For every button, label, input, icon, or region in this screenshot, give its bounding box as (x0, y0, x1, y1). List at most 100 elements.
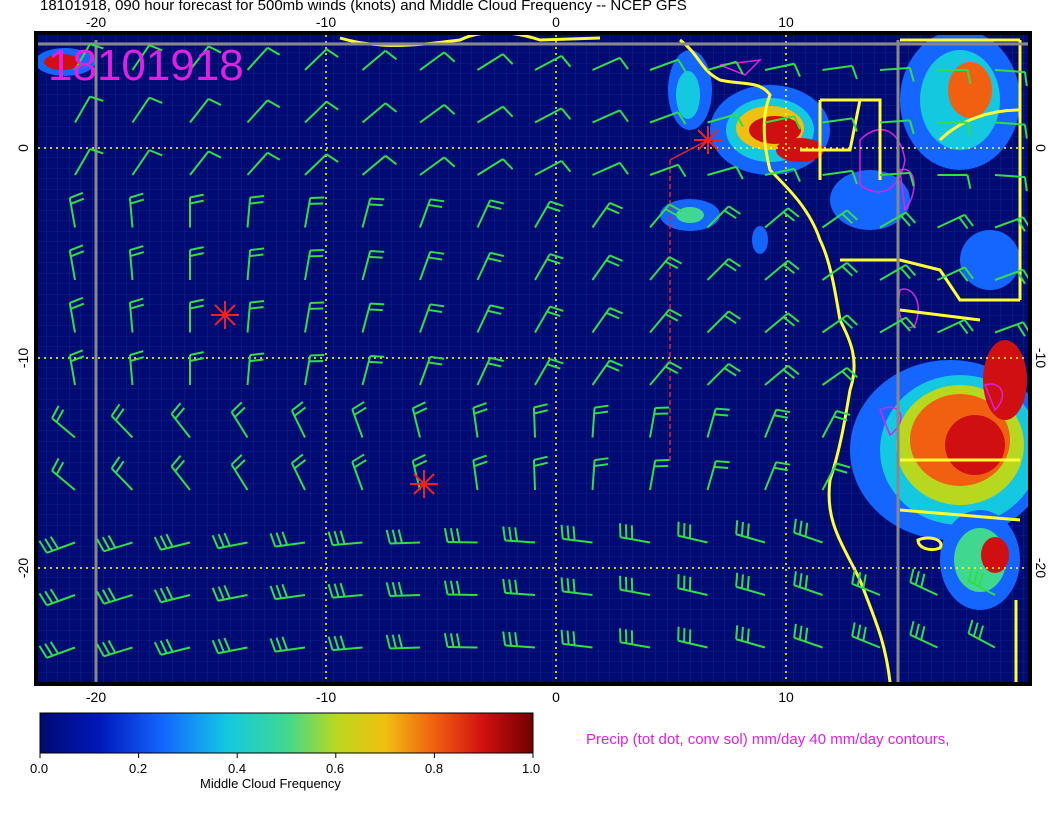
wind-barb (649, 406, 670, 438)
wind-barb (619, 628, 651, 649)
wind-barb (153, 638, 191, 656)
wind-barb (735, 625, 766, 649)
wind-barb (994, 216, 1028, 232)
wind-barb (879, 171, 915, 187)
wind-barb (246, 194, 265, 228)
wind-barb (246, 247, 265, 281)
wind-barb (619, 575, 651, 596)
marker-star (211, 301, 239, 329)
wind-barb (879, 211, 917, 229)
wind-barb (472, 402, 488, 438)
wind-barb (304, 100, 339, 124)
wind-barb (327, 530, 363, 547)
y-tick-label: -20 (1033, 558, 1049, 578)
wind-barb (502, 526, 536, 544)
wind-barb (534, 305, 564, 333)
wind-barb (937, 266, 974, 282)
wind-barb (211, 532, 248, 550)
wind-barb (96, 535, 133, 553)
wind-barb (677, 521, 708, 544)
x-tick-label: -20 (86, 689, 106, 705)
wind-barb (189, 45, 222, 71)
wind-barb (51, 457, 76, 491)
wind-barb (68, 296, 85, 333)
wind-barb (361, 102, 398, 124)
wind-barb (764, 207, 800, 229)
wind-barb (793, 518, 823, 544)
wind-barb (443, 580, 478, 596)
wind-barb (793, 623, 823, 649)
wind-barb (560, 629, 593, 649)
wind-barb (327, 635, 363, 652)
wind-barb (649, 58, 687, 73)
wind-barb (74, 95, 104, 124)
y-tick-labels-left: 0 -10 -20 (15, 144, 31, 578)
x-tick-label: -20 (86, 14, 106, 30)
wind-barb (189, 193, 204, 228)
y-tick-label: -10 (1033, 348, 1049, 368)
wind-barb (879, 119, 915, 135)
wind-barb (909, 568, 938, 596)
wind-barb (189, 351, 204, 385)
wind-barb (764, 62, 801, 77)
wind-barb (821, 366, 858, 386)
wind-barb (304, 153, 339, 176)
wind-barb (879, 66, 915, 82)
wind-barb (591, 202, 623, 229)
x-tick-label: 10 (778, 14, 794, 30)
cloud-frequency-field (38, 35, 1028, 610)
inner-frame (38, 40, 1028, 682)
wind-barb (879, 264, 917, 281)
wind-barb (419, 250, 445, 281)
colorbar-tick-label: 0.6 (326, 761, 345, 776)
precip-contours (719, 58, 1004, 437)
wind-barb (937, 174, 972, 189)
track-line-top (669, 139, 709, 161)
wind-barb (411, 401, 428, 438)
wind-barb (821, 314, 858, 334)
wind-barb (96, 587, 133, 605)
y-tick-labels-right: 0 -10 -20 (1033, 144, 1049, 578)
wind-barb (68, 191, 85, 228)
colorbar-tick-label: 0.4 (228, 761, 247, 776)
wind-barb (502, 631, 536, 649)
wind-barb (476, 53, 514, 71)
wind-barb (476, 199, 505, 228)
wind-barb (472, 454, 488, 491)
wind-barb (532, 455, 548, 491)
wind-barb (994, 174, 1028, 192)
wind-barb (764, 259, 800, 281)
wind-barb (994, 268, 1028, 285)
wind-barb (269, 636, 306, 653)
wind-barb (189, 97, 222, 124)
wind-barb (967, 567, 996, 596)
wind-barb (361, 197, 385, 228)
wind-barb (189, 298, 204, 333)
colorbar-ticks (39, 753, 534, 758)
wind-barb (764, 364, 800, 386)
wind-barb (476, 158, 514, 176)
wind-barb (361, 302, 385, 333)
wind-barb (937, 213, 974, 230)
wind-barb (269, 531, 306, 548)
x-tick-labels-bottom: -20 -10 0 10 (86, 689, 794, 705)
marker-star (694, 126, 722, 154)
wind-barb (937, 318, 974, 335)
wind-barb (131, 44, 163, 71)
wind-barb (74, 43, 104, 71)
wind-barb (677, 626, 708, 649)
wind-barb (51, 405, 76, 439)
wind-barb (351, 401, 367, 438)
wind-barb (361, 154, 398, 176)
wind-barb (211, 637, 248, 655)
wind-barb (532, 403, 548, 438)
wind-barb (153, 586, 191, 604)
colorbar-title: Middle Cloud Frequency (200, 776, 341, 791)
wind-barb (68, 244, 85, 281)
wind-barb (821, 209, 858, 229)
wind-barb (937, 69, 972, 84)
wind-barb (534, 107, 572, 124)
wind-barb (269, 583, 306, 601)
wind-barb (230, 454, 249, 491)
